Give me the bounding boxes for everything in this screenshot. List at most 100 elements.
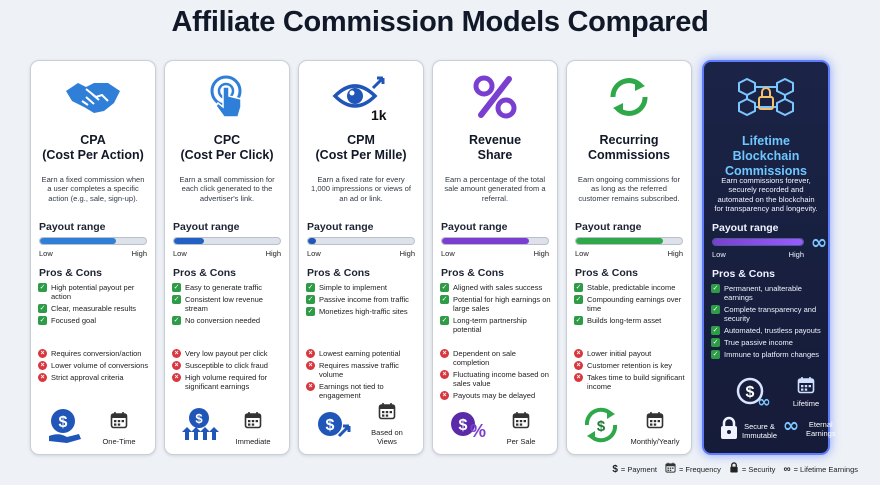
con-item: × Strict approval criteria <box>38 373 151 382</box>
check-icon: ✓ <box>574 283 583 292</box>
model-card: Recurring Commissions Earn ongoing commis… <box>566 60 692 455</box>
payout-bar-fill <box>576 238 663 244</box>
dollar-infinity-icon: $ ∞ <box>734 375 774 418</box>
pro-item: ✓ Automated, trustless payouts <box>711 326 824 335</box>
dollar-growth-icon: $ <box>313 406 353 444</box>
pro-item: ✓ Permanent, unalterable earnings <box>711 284 824 302</box>
x-icon: × <box>574 373 583 382</box>
payout-range-label: Payout range <box>173 221 240 233</box>
legend-item: $ = Payment <box>612 464 657 475</box>
model-card: Lifetime Blockchain Commissions Earn comm… <box>702 60 836 455</box>
percent-icon <box>433 71 557 123</box>
calendar-icon <box>357 402 417 425</box>
pro-text: True passive income <box>724 338 793 347</box>
frequency-block: Lifetime <box>786 376 826 408</box>
check-icon: ✓ <box>172 295 181 304</box>
svg-text:%: % <box>470 421 486 441</box>
check-icon: ✓ <box>574 316 583 325</box>
pro-item: ✓ Simple to implement <box>306 283 419 292</box>
pro-text: Long-term partnership potential <box>453 316 527 334</box>
feature-label: Secure & Immutable <box>742 421 778 440</box>
infinity-icon: ∞ <box>783 463 791 475</box>
model-name: Revenue Share <box>468 133 522 162</box>
model-name: CPC (Cost Per Click) <box>180 133 274 162</box>
svg-text:$: $ <box>195 411 203 426</box>
pros-cons-label: Pros & Cons <box>173 267 237 279</box>
con-text: Very low payout per click <box>185 349 268 358</box>
con-item: × Requires massive traffic volume <box>306 361 419 379</box>
legend-label: = Payment <box>620 464 657 474</box>
cons-list: × Dependent on sale completion × Fluctuatin… <box>440 349 553 403</box>
cons-list: × Lower initial payout × Customer retention… <box>574 349 687 394</box>
check-icon: ✓ <box>172 316 181 325</box>
infinity-icon: ∞ <box>806 230 832 258</box>
con-text: Customer retention is key <box>587 361 673 370</box>
pro-text: High potential payout per action <box>51 283 135 301</box>
dollar-hand-icon: $ <box>45 406 85 444</box>
payout-range-label: Payout range <box>307 221 374 233</box>
calendar-icon <box>491 411 551 434</box>
check-icon: ✓ <box>711 326 720 335</box>
pros-list: ✓ Easy to generate traffic ✓ Consistent low… <box>172 283 285 328</box>
x-icon: × <box>440 349 449 358</box>
payout-low-label: Low <box>441 249 455 258</box>
con-text: Dependent on sale completion <box>453 349 516 367</box>
dollar-people-icon: $ <box>179 406 219 444</box>
dollar-cycle-icon: $ <box>581 406 621 444</box>
payout-high-label: High <box>399 249 415 258</box>
payout-high-label: High <box>667 249 683 258</box>
check-icon: ✓ <box>306 283 315 292</box>
model-name: CPA (Cost Per Action) <box>42 133 144 162</box>
frequency-block: Based on Views <box>357 402 417 446</box>
model-description: Earn a fixed rate for every 1,000 impres… <box>310 175 412 203</box>
svg-text:1k: 1k <box>371 107 387 122</box>
payout-range-label: Payout range <box>575 221 642 233</box>
pro-item: ✓ Builds long-term asset <box>574 316 687 325</box>
calendar-icon <box>89 411 149 434</box>
con-text: Lowest earning potential <box>319 349 401 358</box>
legend-item: ∞ = Lifetime Earnings <box>783 464 858 475</box>
payout-bar <box>712 238 804 246</box>
svg-text:$: $ <box>597 418 606 435</box>
frequency-label: Lifetime <box>792 399 820 408</box>
frequency-block: Monthly/Yearly <box>625 411 685 446</box>
pro-item: ✓ Stable, predictable income <box>574 283 687 292</box>
lock-icon <box>718 416 740 445</box>
pro-item: ✓ Long-term partnership potential <box>440 316 553 334</box>
con-text: Fluctuating income based on sales value <box>453 370 549 388</box>
pro-text: Potential for high earnings on large sal… <box>453 295 551 313</box>
x-icon: × <box>306 349 315 358</box>
frequency-label: Immediate <box>235 437 271 446</box>
legend-label: = Lifetime Earnings <box>793 464 858 474</box>
pros-list: ✓ High potential payout per action ✓ Clear,… <box>38 283 151 328</box>
feature-badge: ∞ Eternal Earnings <box>778 413 836 441</box>
cons-list: × Very low payout per click × Susceptible t… <box>172 349 285 394</box>
con-text: Requires massive traffic volume <box>319 361 399 379</box>
legend: $ = Payment = Frequency = Security ∞ = Lifeti… <box>604 462 858 476</box>
model-name: Lifetime Blockchain Commissions <box>725 134 807 178</box>
con-item: × Susceptible to click fraud <box>172 361 285 370</box>
pros-list: ✓ Aligned with sales success ✓ Potential fo… <box>440 283 553 337</box>
con-item: × Requires conversion/action <box>38 349 151 358</box>
con-item: × Dependent on sale completion <box>440 349 553 367</box>
pro-text: Builds long-term asset <box>587 316 662 325</box>
payout-bar-fill <box>308 238 317 244</box>
pros-list: ✓ Stable, predictable income ✓ Compounding … <box>574 283 687 328</box>
payout-high-label: High <box>265 249 281 258</box>
pro-text: Monetizes high-traffic sites <box>319 307 408 316</box>
pro-item: ✓ Complete transparency and security <box>711 305 824 323</box>
check-icon: ✓ <box>38 316 47 325</box>
frequency-block: Immediate <box>223 411 283 446</box>
con-item: × Very low payout per click <box>172 349 285 358</box>
pro-text: Easy to generate traffic <box>185 283 262 292</box>
con-text: Lower volume of conversions <box>51 361 149 370</box>
payout-bar <box>307 237 415 245</box>
payout-low-label: Low <box>712 250 726 259</box>
con-text: Payouts may be delayed <box>453 391 536 400</box>
dollar-icon: $ <box>612 463 618 475</box>
payout-low-label: Low <box>307 249 321 258</box>
dollar-percent-icon: $% <box>447 406 487 444</box>
x-icon: × <box>306 361 315 370</box>
pros-cons-label: Pros & Cons <box>441 267 505 279</box>
pros-list: ✓ Simple to implement ✓ Passive income from… <box>306 283 419 319</box>
